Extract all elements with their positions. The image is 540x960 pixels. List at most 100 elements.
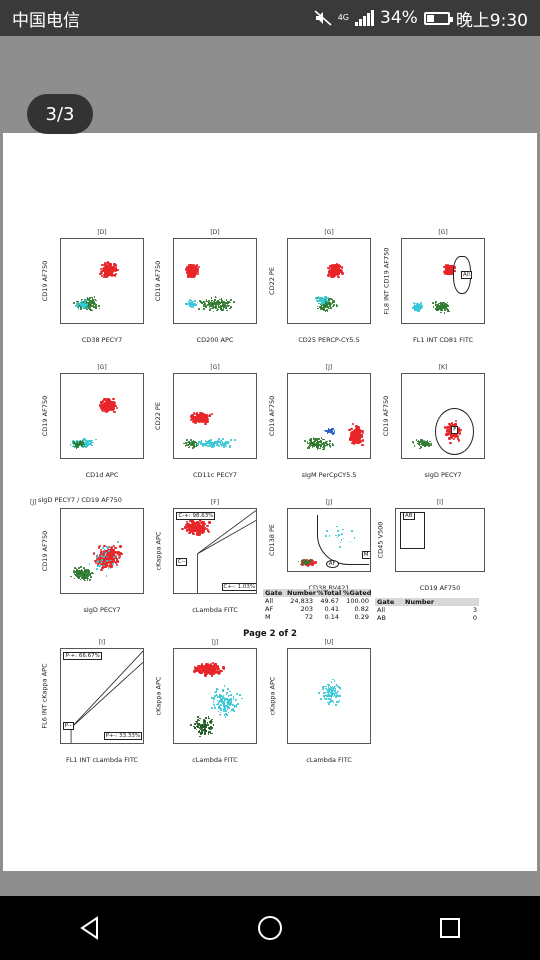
event-dot [328, 298, 330, 300]
event-dot [105, 267, 109, 270]
event-dot [211, 303, 214, 306]
event-dot [446, 303, 448, 306]
event-dot [323, 302, 326, 304]
event-dot [110, 264, 113, 268]
event-dot [361, 435, 364, 439]
event-dot [195, 268, 199, 271]
event-dot [361, 443, 364, 447]
event-dot [114, 272, 118, 276]
back-button[interactable] [60, 903, 120, 953]
x-axis-label: CD38 PECY7 [81, 336, 123, 344]
event-dot [191, 303, 193, 306]
event-dot [449, 269, 452, 272]
event-dot [209, 304, 211, 307]
event-dot [218, 694, 221, 696]
event-dot [101, 263, 104, 267]
document-viewer[interactable]: [D] CD19 AF750 CD38 PECY7 [D] CD19 AF750 CD20… [0, 36, 540, 896]
event-dot [103, 409, 107, 412]
event-dot [320, 698, 322, 700]
event-dot [87, 307, 89, 309]
event-dot [328, 303, 331, 305]
event-dot [217, 305, 220, 308]
event-dot [436, 309, 438, 311]
event-dot [101, 566, 104, 569]
event-dot [323, 302, 325, 304]
gate-name: AF [325, 559, 339, 568]
event-dot [225, 309, 228, 312]
event-dot [330, 303, 332, 306]
event-dot [205, 306, 207, 308]
event-dot [229, 445, 231, 448]
event-dot [214, 299, 216, 301]
event-dot [84, 301, 86, 304]
event-dot [322, 298, 325, 300]
event-dot [226, 692, 229, 694]
event-dot [84, 307, 86, 309]
event-dot [88, 578, 91, 581]
scatter-plot: [D] CD19 AF750 CD38 PECY7 [41, 229, 144, 344]
event-dot [443, 302, 446, 304]
event-dot [419, 305, 422, 308]
document-page[interactable]: [D] CD19 AF750 CD38 PECY7 [D] CD19 AF750 CD20… [3, 133, 537, 871]
event-dot [106, 547, 109, 549]
event-dot [235, 699, 237, 701]
event-dot [193, 271, 197, 274]
event-dot [196, 301, 199, 304]
plot-area: AB [395, 508, 485, 572]
event-dot [446, 301, 449, 304]
table-cell: M [265, 613, 271, 621]
event-dot [73, 443, 76, 446]
event-dot [223, 685, 226, 687]
event-dot [421, 305, 423, 308]
plot-area [287, 373, 371, 459]
y-axis-label: CD19 AF750 [154, 260, 163, 302]
event-dot [219, 441, 221, 443]
plot-area [60, 373, 144, 459]
event-dot [84, 442, 87, 445]
event-dot [328, 268, 332, 271]
event-dot [224, 302, 227, 304]
event-dot [115, 406, 118, 409]
event-dot [223, 709, 225, 712]
home-button[interactable] [240, 903, 300, 953]
plot-gate-label: [F] [210, 499, 220, 506]
event-dot [322, 308, 324, 310]
event-dot [80, 307, 82, 310]
event-dot [110, 266, 114, 270]
event-dot [77, 576, 79, 579]
event-dot [326, 310, 329, 312]
scatter-plot: [K] F CD19 AF750 sIgD PECY7 [382, 364, 485, 479]
table-cell: 0 [472, 614, 477, 622]
x-axis-label: FL1 INT cLambda FITC [66, 756, 138, 764]
event-dot [105, 410, 108, 413]
event-dot [82, 444, 84, 447]
event-dot [76, 441, 79, 444]
event-dot [222, 302, 224, 305]
event-dot [229, 307, 231, 310]
quadrant-label: C-- [175, 557, 188, 566]
event-dot [320, 301, 323, 303]
event-dot [99, 272, 102, 276]
table-row: All 24,833 49.67 100.00 [263, 597, 371, 605]
event-dot [81, 440, 84, 442]
event-dot [108, 270, 112, 274]
recents-button[interactable] [420, 903, 480, 953]
table-cell: 72 [304, 613, 313, 621]
plot-gate-label: [J] [30, 499, 37, 506]
event-dot [330, 275, 333, 278]
event-dot [444, 306, 446, 308]
event-dot [228, 706, 230, 709]
event-dot [112, 398, 115, 401]
event-dot [114, 264, 118, 267]
event-dot [114, 267, 117, 270]
event-dot [331, 689, 333, 692]
event-dot [85, 446, 88, 448]
event-dot [75, 441, 78, 444]
y-axis-label: CD138 PE [268, 523, 277, 557]
event-dot [198, 719, 200, 722]
event-dot [320, 444, 323, 447]
event-dot [220, 670, 224, 673]
event-dot [349, 436, 352, 439]
event-dot [227, 305, 230, 307]
event-dot [210, 446, 213, 448]
